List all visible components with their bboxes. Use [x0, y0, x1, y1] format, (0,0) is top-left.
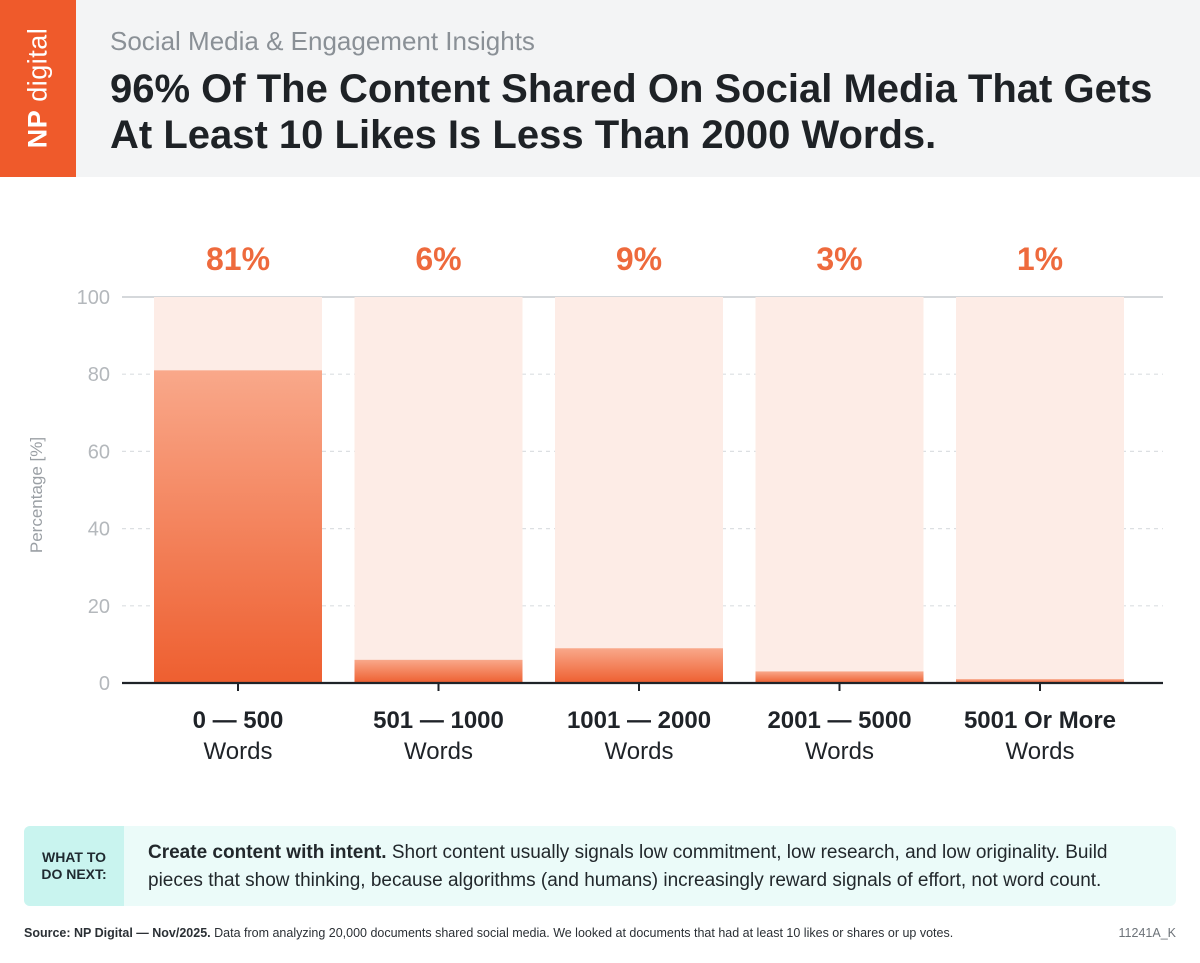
category-label: 0 — 500 Words [193, 707, 284, 765]
y-tick-label: 40 [88, 519, 110, 541]
source-note: Source: NP Digital — Nov/2025. Data from… [24, 926, 954, 940]
bar-track [956, 297, 1124, 683]
value-label: 6% [415, 241, 461, 277]
value-label: 81% [206, 241, 270, 277]
category-label-line1: 5001 Or More [964, 707, 1116, 734]
category-label: 501 — 1000 Words [373, 707, 504, 765]
page-subtitle: Social Media & Engagement Insights [110, 26, 535, 56]
value-label: 1% [1017, 241, 1063, 277]
category-label-line1: 0 — 500 [193, 707, 284, 734]
category-label: 5001 Or More Words [964, 707, 1116, 765]
category-label: 1001 — 2000 Words [567, 707, 711, 765]
bars [154, 370, 1124, 683]
labels: 0 20 40 60 80 100 Percentage [%] 81% 0 — 500 Word… [27, 241, 1116, 765]
category-label-line1: 501 — 1000 [373, 707, 504, 734]
bar [354, 659, 523, 683]
value-label: 9% [616, 241, 662, 277]
np-digital-logo: NP digital [0, 0, 76, 177]
value-label: 3% [816, 241, 862, 277]
bar-track [354, 297, 523, 683]
y-tick-label: 80 [88, 364, 110, 386]
bar-track [755, 297, 924, 683]
what-to-do-next-tag: WHAT TO DO NEXT: [24, 826, 124, 906]
what-to-do-next-text: Create content with intent. Short conten… [148, 842, 1108, 891]
y-axis-label: Percentage [%] [27, 437, 46, 553]
y-tick-label: 20 [88, 596, 110, 618]
y-tick-label: 60 [88, 441, 110, 463]
bar [956, 679, 1124, 683]
bar [555, 648, 723, 683]
y-tick-label: 100 [77, 287, 110, 309]
category-label-line2: Words [1006, 738, 1075, 765]
what-to-do-next-box: WHAT TO DO NEXT: Create content with inte… [24, 826, 1176, 906]
page-title: 96% Of The Content Shared On Social Medi… [110, 67, 1153, 157]
category-label-line2: Words [404, 738, 473, 765]
category-label-line2: Words [805, 738, 874, 765]
category-label-line1: 2001 — 5000 [767, 707, 911, 734]
axes [122, 681, 1163, 691]
category-label-line2: Words [204, 738, 273, 765]
bar [755, 671, 924, 683]
category-label-line1: 1001 — 2000 [567, 707, 711, 734]
logo-text: NP digital [22, 27, 53, 149]
category-label-line2: Words [605, 738, 674, 765]
header: NP digital Social Media & Engagement Ins… [0, 0, 1200, 177]
category-label: 2001 — 5000 Words [767, 707, 911, 765]
bar [154, 370, 322, 683]
chart-code: 11241A_K [1118, 926, 1176, 940]
bar-track [555, 297, 723, 683]
y-tick-label: 0 [99, 673, 110, 695]
bar-chart: 0 20 40 60 80 100 Percentage [%] 81% 0 — 500 Word… [27, 241, 1163, 765]
